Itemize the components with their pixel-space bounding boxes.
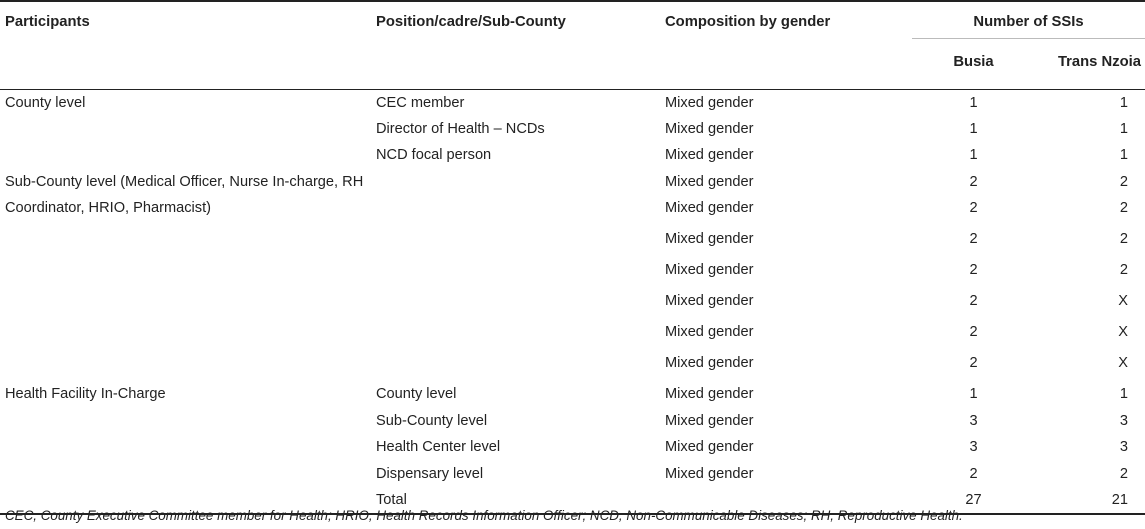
header-number-of-ssis: Number of SSIs bbox=[912, 1, 1145, 39]
cell-position: Sub-County level bbox=[376, 412, 488, 429]
table-row: Director of Health – NCDs Mixed gender 1… bbox=[0, 116, 1145, 143]
cell-participants bbox=[0, 142, 372, 169]
table-row: Mixed gender 2 X bbox=[0, 350, 1145, 381]
cell-busia: 2 bbox=[969, 262, 978, 278]
cell-busia: 1 bbox=[969, 120, 978, 137]
cell-position bbox=[372, 257, 662, 288]
cell-busia: 2 bbox=[969, 231, 978, 247]
cell-trans-nzoia: X bbox=[1118, 355, 1128, 371]
cell-position bbox=[372, 288, 662, 319]
cell-participants bbox=[0, 434, 372, 461]
cell-position: Director of Health – NCDs bbox=[376, 120, 545, 137]
cell-busia: 2 bbox=[969, 355, 978, 371]
cell-composition: Mixed gender bbox=[665, 120, 754, 137]
table-body: County level CEC member Mixed gender 1 1… bbox=[0, 89, 1145, 514]
cell-participants bbox=[0, 461, 372, 488]
cell-busia-total: 27 bbox=[965, 492, 982, 508]
cell-position bbox=[372, 169, 662, 196]
cell-position bbox=[372, 319, 662, 350]
table-footnote: CEC, County Executive Committee member f… bbox=[5, 508, 963, 523]
cell-composition: Mixed gender bbox=[665, 200, 754, 216]
cell-participants: Sub-County level (Medical Officer, Nurse… bbox=[5, 173, 364, 216]
table-row-total: Total 27 21 bbox=[0, 487, 1145, 514]
ssi-table: Participants Position/cadre/Sub-County C… bbox=[0, 1, 1145, 514]
header-composition: Composition by gender bbox=[665, 14, 831, 30]
table-row: Mixed gender 2 2 bbox=[0, 257, 1145, 288]
cell-trans-nzoia: 2 bbox=[1119, 262, 1128, 278]
header-trans-nzoia: Trans Nzoia bbox=[1057, 53, 1141, 70]
table-row: Health Facility In-Charge County level M… bbox=[0, 381, 1145, 408]
cell-busia: 1 bbox=[969, 147, 978, 163]
cell-participants: Health Facility In-Charge bbox=[5, 386, 166, 402]
cell-trans-nzoia-total: 21 bbox=[1111, 492, 1128, 508]
table-row: Mixed gender 2 2 bbox=[0, 195, 1145, 226]
ssi-table-container: Participants Position/cadre/Sub-County C… bbox=[0, 1, 1145, 514]
cell-composition: Mixed gender bbox=[665, 293, 754, 309]
cell-busia: 2 bbox=[969, 324, 978, 340]
cell-position: County level bbox=[376, 386, 457, 402]
table-row: Mixed gender 2 X bbox=[0, 319, 1145, 350]
table-row: Dispensary level Mixed gender 2 2 bbox=[0, 461, 1145, 488]
table-header: Participants Position/cadre/Sub-County C… bbox=[0, 1, 1145, 89]
cell-composition: Mixed gender bbox=[665, 465, 754, 482]
cell-busia: 2 bbox=[969, 173, 978, 190]
table-row: Health Center level Mixed gender 3 3 bbox=[0, 434, 1145, 461]
cell-trans-nzoia: 2 bbox=[1119, 200, 1128, 216]
table-row: Sub-County level Mixed gender 3 3 bbox=[0, 408, 1145, 435]
table-row: Sub-County level (Medical Officer, Nurse… bbox=[0, 169, 1145, 216]
cell-trans-nzoia: 3 bbox=[1119, 412, 1128, 429]
cell-composition: Mixed gender bbox=[665, 324, 754, 340]
cell-trans-nzoia: X bbox=[1118, 293, 1128, 309]
table-row: NCD focal person Mixed gender 1 1 bbox=[0, 142, 1145, 169]
cell-total-label: Total bbox=[376, 492, 407, 508]
table-row: Mixed gender 2 X bbox=[0, 288, 1145, 319]
cell-busia: 2 bbox=[969, 200, 978, 216]
header-participants: Participants bbox=[5, 14, 90, 30]
cell-composition: Mixed gender bbox=[665, 94, 754, 111]
cell-position bbox=[372, 195, 662, 226]
cell-trans-nzoia: 2 bbox=[1119, 231, 1128, 247]
cell-trans-nzoia: 1 bbox=[1119, 94, 1128, 111]
cell-participants bbox=[0, 116, 372, 143]
cell-participants: County level bbox=[5, 94, 86, 111]
cell-position: Health Center level bbox=[376, 439, 501, 455]
cell-position: Dispensary level bbox=[376, 465, 484, 482]
cell-trans-nzoia: 2 bbox=[1119, 465, 1128, 482]
cell-composition: Mixed gender bbox=[665, 439, 754, 455]
cell-trans-nzoia: 1 bbox=[1119, 120, 1128, 137]
cell-trans-nzoia: 1 bbox=[1119, 386, 1128, 402]
cell-position bbox=[372, 226, 662, 257]
cell-participants bbox=[0, 408, 372, 435]
cell-composition: Mixed gender bbox=[665, 173, 754, 190]
cell-busia: 2 bbox=[969, 465, 978, 482]
cell-position: NCD focal person bbox=[376, 147, 492, 163]
cell-position: CEC member bbox=[376, 94, 465, 111]
cell-trans-nzoia: X bbox=[1118, 324, 1128, 340]
cell-composition: Mixed gender bbox=[665, 355, 754, 371]
cell-trans-nzoia: 3 bbox=[1119, 439, 1128, 455]
cell-busia: 2 bbox=[969, 293, 978, 309]
cell-trans-nzoia: 2 bbox=[1119, 173, 1128, 190]
header-busia: Busia bbox=[953, 53, 994, 70]
header-position: Position/cadre/Sub-County bbox=[376, 14, 566, 30]
cell-position bbox=[372, 350, 662, 381]
cell-busia: 3 bbox=[969, 412, 978, 429]
cell-busia: 3 bbox=[969, 439, 978, 455]
cell-composition: Mixed gender bbox=[665, 231, 754, 247]
table-row: County level CEC member Mixed gender 1 1 bbox=[0, 89, 1145, 116]
cell-trans-nzoia: 1 bbox=[1119, 147, 1128, 163]
cell-composition: Mixed gender bbox=[665, 412, 754, 429]
cell-composition: Mixed gender bbox=[665, 262, 754, 278]
cell-composition: Mixed gender bbox=[665, 147, 754, 163]
cell-busia: 1 bbox=[969, 94, 978, 111]
table-row: Mixed gender 2 2 bbox=[0, 226, 1145, 257]
cell-busia: 1 bbox=[969, 386, 978, 402]
cell-composition: Mixed gender bbox=[665, 386, 754, 402]
